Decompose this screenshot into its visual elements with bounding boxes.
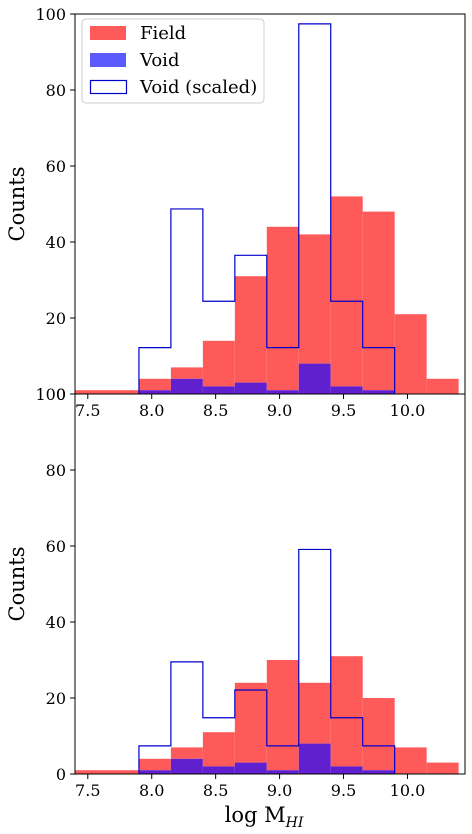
y-axis-label: Counts xyxy=(5,547,29,622)
field-bar xyxy=(426,378,459,394)
field-bar xyxy=(298,234,331,364)
y-axis-label: Counts xyxy=(5,167,29,242)
void-bar xyxy=(138,390,171,394)
void-bar xyxy=(266,390,299,394)
x-tick-label: 7.5 xyxy=(75,401,100,420)
y-tick-label: 0 xyxy=(56,765,66,784)
field-bar xyxy=(394,747,427,774)
x-tick-label: 8.5 xyxy=(203,781,228,800)
field-bar xyxy=(75,770,139,774)
legend-swatch xyxy=(89,79,128,95)
field-bar xyxy=(330,196,363,387)
void-bar xyxy=(170,378,203,394)
x-axis-label: log MHI xyxy=(225,803,304,831)
x-tick-label: 8.0 xyxy=(139,401,164,420)
y-tick-label: 80 xyxy=(46,81,66,100)
void-bar xyxy=(298,363,331,394)
field-bar xyxy=(170,747,203,759)
y-tick-label: 20 xyxy=(46,689,66,708)
y-tick-label: 80 xyxy=(46,461,66,480)
legend-swatch xyxy=(90,53,126,67)
field-bar xyxy=(426,762,459,774)
y-tick-label: 60 xyxy=(46,537,66,556)
legend: Field Void Void (scaled) xyxy=(81,18,265,104)
y-tick-label: 20 xyxy=(46,309,66,328)
x-tick-label: 8.0 xyxy=(139,781,164,800)
x-tick-label: 9.0 xyxy=(267,781,292,800)
x-tick-label: 9.0 xyxy=(267,401,292,420)
field-bar xyxy=(394,314,427,394)
x-tick-label: 9.5 xyxy=(331,401,356,420)
x-tick-label: 8.5 xyxy=(203,401,228,420)
void-bar xyxy=(138,770,171,774)
field-bar xyxy=(202,732,235,767)
void-bar xyxy=(202,386,235,394)
legend-label: Void (scaled) xyxy=(139,77,257,98)
field-bar xyxy=(170,367,203,379)
y-tick-label: 0 xyxy=(56,385,66,404)
field-bar xyxy=(138,758,171,771)
y-tick-label: 100 xyxy=(35,385,66,404)
top-histogram-panel: 7.5 8.0 8.5 9.0 9.5 10.0 0 20 40 60 80 100 Counts Fie… xyxy=(5,5,466,420)
bottom-histogram-panel: 7.5 8.0 8.5 9.0 9.5 10.0 0 20 40 60 80 100 Counts log… xyxy=(5,385,466,831)
x-axis-label-main: log M xyxy=(225,803,286,827)
y-tick-label: 40 xyxy=(46,233,66,252)
field-bar xyxy=(138,378,171,391)
field-bar xyxy=(202,340,235,387)
void-bar xyxy=(202,766,235,774)
x-tick-label: 9.5 xyxy=(331,781,356,800)
void-bar xyxy=(170,758,203,774)
x-tick-label: 10.0 xyxy=(390,781,426,800)
field-bar xyxy=(266,660,299,771)
y-tick-label: 60 xyxy=(46,157,66,176)
legend-label: Void xyxy=(139,50,179,71)
void-bar xyxy=(234,762,267,774)
x-tick-label: 10.0 xyxy=(390,401,426,420)
y-tick-label: 100 xyxy=(35,5,66,24)
void-bar xyxy=(330,766,363,774)
x-axis-label-subscript: HI xyxy=(285,815,304,831)
legend-box xyxy=(81,18,265,104)
field-bar xyxy=(75,390,139,394)
void-bar xyxy=(330,386,363,394)
void-scaled-step-line xyxy=(138,548,396,774)
field-bar xyxy=(234,682,267,763)
void-bar xyxy=(266,770,299,774)
field-bar xyxy=(298,682,331,744)
field-bar xyxy=(362,698,395,771)
y-tick-label: 40 xyxy=(46,613,66,632)
legend-label: Field xyxy=(140,23,186,44)
field-bar xyxy=(234,276,267,383)
field-bar xyxy=(330,656,363,767)
void-bar xyxy=(362,390,395,394)
void-scaled-step-line xyxy=(138,23,396,394)
field-bar xyxy=(362,211,395,391)
legend-swatch xyxy=(90,26,126,40)
void-bar xyxy=(234,382,267,394)
axes-frame xyxy=(74,393,466,775)
void-bar xyxy=(362,770,395,774)
field-bar xyxy=(266,226,299,391)
void-bar xyxy=(298,743,331,774)
x-tick-label: 7.5 xyxy=(75,781,100,800)
